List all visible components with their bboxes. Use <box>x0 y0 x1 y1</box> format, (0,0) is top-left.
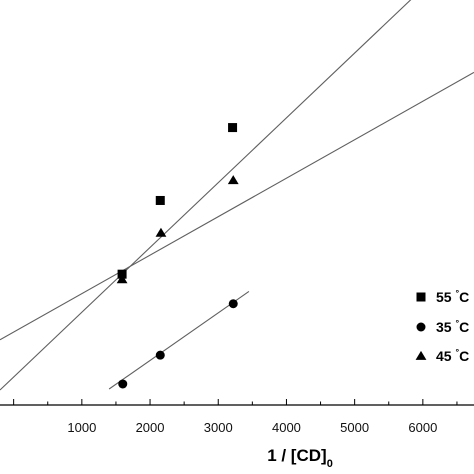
data-point-triangle-2 <box>155 227 167 237</box>
fit-line-series-1 <box>0 0 412 391</box>
data-point-square-3 <box>228 123 238 133</box>
x-tick-label: 5000 <box>340 420 369 435</box>
data-point-square-1 <box>117 269 127 279</box>
legend-label: 35 °C <box>436 318 469 335</box>
legend-marker-triangle <box>415 350 427 360</box>
x-tick-label: 3000 <box>204 420 233 435</box>
legend-marker-circle <box>416 322 426 332</box>
x-axis: 2000 3000 4000 5000 6000 1000 <box>0 399 474 435</box>
data-point-triangle-1 <box>116 274 128 284</box>
x-tick-label: 4000 <box>272 420 301 435</box>
data-point-circle-1 <box>118 379 128 389</box>
data-point-triangle-3 <box>227 175 239 185</box>
fit-line-series-2 <box>108 290 250 390</box>
legend: 55 °C 35 °C 45 °C <box>415 288 469 364</box>
x-axis-title-subscript: 0 <box>327 458 333 470</box>
x-tick-label-partial: 1000 <box>67 420 96 435</box>
data-point-circle-2 <box>155 350 165 360</box>
legend-marker-square <box>416 292 426 302</box>
data-point-circle-3 <box>228 299 238 309</box>
legend-label: 55 °C <box>436 288 469 305</box>
data-point-square-2 <box>155 195 165 205</box>
legend-label: 45 °C <box>436 347 469 364</box>
data-markers <box>116 123 239 389</box>
x-axis-title-main: 1 / [CD] <box>267 446 327 465</box>
x-tick-label: 2000 <box>136 420 165 435</box>
fit-lines <box>0 0 474 391</box>
fit-line-series-3 <box>0 71 474 341</box>
x-axis-title: 1 / [CD]0 <box>267 446 333 470</box>
x-tick-label: 6000 <box>408 420 437 435</box>
